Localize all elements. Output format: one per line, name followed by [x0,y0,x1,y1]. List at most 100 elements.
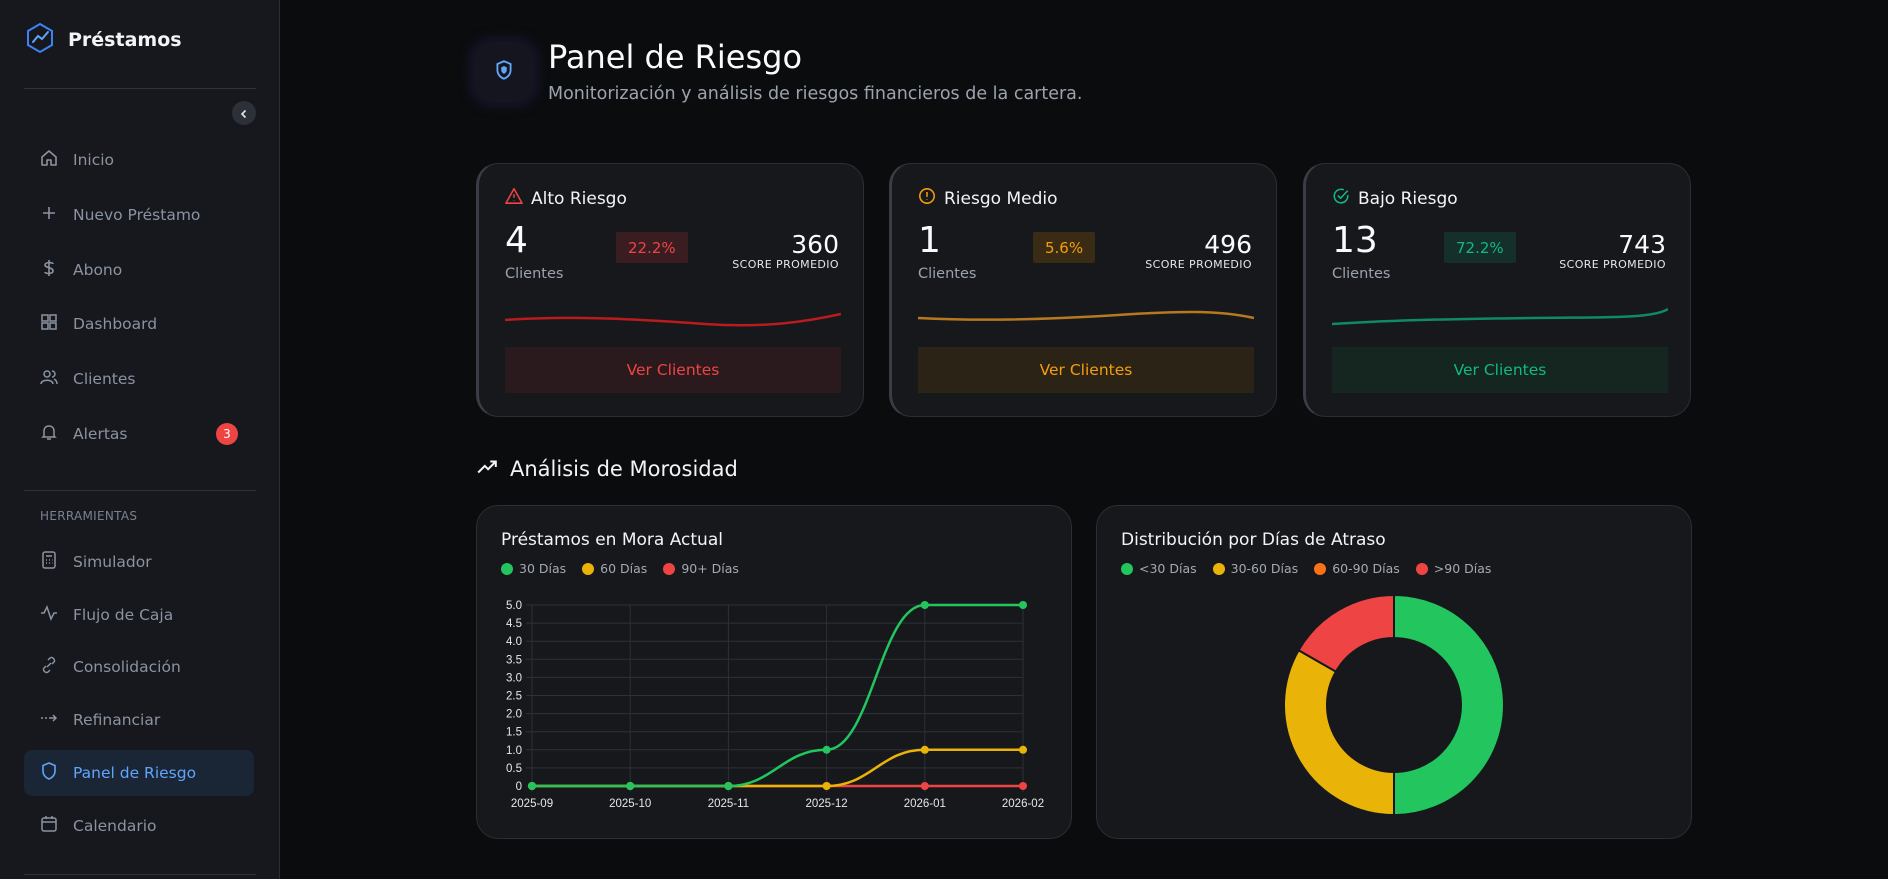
card-title: Riesgo Medio [944,188,1058,209]
donut-slice[interactable] [1283,648,1395,817]
donut-chart [1283,593,1505,817]
sidebar-item-panel-de-riesgo[interactable]: Panel de Riesgo [24,750,254,796]
y-tick-label: 2.0 [506,709,522,721]
sidebar-divider [24,874,256,875]
client-count: 4 [505,220,528,261]
data-point[interactable] [1019,601,1027,609]
line-chart: 5.0 4.5 4.0 3.5 3.0 2.5 2.0 1.5 1.0 0.5 0 2025-09 20… [506,600,1044,810]
data-point[interactable] [920,745,929,754]
legend-item[interactable]: >90 Días [1415,561,1491,576]
average-score: 360 [791,230,839,259]
sparkline [918,310,1254,321]
donut-slice[interactable] [1393,593,1505,817]
sidebar-item-clientes[interactable]: Clientes [24,356,254,402]
sidebar-item-consolidacion[interactable]: Consolidación [24,644,254,690]
view-clients-button[interactable]: Ver Clientes [505,347,841,393]
legend-item[interactable]: <30 Días [1121,561,1197,576]
brand[interactable]: Préstamos [24,22,182,58]
data-point[interactable] [822,745,831,754]
dollar-icon [39,258,59,282]
sidebar-item-label: Clientes [73,370,136,388]
average-score-label: SCORE PROMEDIO [1559,258,1666,271]
legend-item[interactable]: 30 Días [501,561,566,576]
sidebar-item-label: Calendario [73,817,157,835]
sidebar-item-label: Dashboard [73,315,158,333]
page-subtitle: Monitorización y análisis de riesgos fin… [548,84,1083,104]
sidebar-item-nuevo-prestamo[interactable]: Nuevo Préstamo [24,192,254,238]
sidebar-item-dashboard[interactable]: Dashboard [24,301,254,347]
average-score: 743 [1618,230,1666,259]
x-tick-label: 2025-09 [511,798,553,810]
users-icon [39,367,59,391]
card-header: Bajo Riesgo [1332,187,1458,210]
plus-icon [39,203,59,227]
sidebar: Préstamos Inicio Nuevo Préstamo Abono Da… [0,0,280,879]
percent-badge: 22.2% [616,232,688,263]
client-count-label: Clientes [505,266,564,282]
y-tick-label: 0.5 [506,763,522,775]
data-point[interactable] [920,782,929,790]
tools-section-label: HERRAMIENTAS [40,509,138,523]
home-icon [39,148,59,172]
data-point[interactable] [1019,745,1027,754]
x-tick-label: 2025-10 [609,798,651,810]
legend-item[interactable]: 30-60 Días [1212,561,1298,576]
page-title: Panel de Riesgo [548,38,803,76]
sidebar-item-abono[interactable]: Abono [24,247,254,293]
sidebar-item-simulador[interactable]: Simulador [24,539,254,585]
legend-item[interactable]: 90+ Días [663,561,739,576]
alert-circle-icon [918,187,936,210]
client-count-label: Clientes [1332,266,1391,282]
sidebar-item-inicio[interactable]: Inicio [24,137,254,183]
data-point[interactable] [528,782,536,790]
sidebar-item-calendario[interactable]: Calendario [24,803,254,849]
y-tick-label: 3.5 [506,654,522,666]
sidebar-item-refinanciar[interactable]: Refinanciar [24,697,254,743]
sidebar-item-label: Panel de Riesgo [73,764,197,782]
data-point[interactable] [626,782,635,790]
sidebar-divider [24,88,256,89]
y-tick-label: 0 [516,781,522,793]
legend-swatch [663,562,676,575]
alert-count-badge: 3 [216,423,238,445]
sidebar-item-label: Consolidación [73,658,181,676]
view-clients-button[interactable]: Ver Clientes [1332,347,1668,393]
legend-item[interactable]: 60 Días [582,561,647,576]
average-score: 496 [1204,230,1252,259]
calendar-icon [39,814,59,838]
legend-swatch [1314,562,1327,575]
data-point[interactable] [920,601,929,609]
risk-card-medio: Riesgo Medio 1 Clientes 5.6% 496 SCORE P… [889,163,1277,417]
section-header: Análisis de Morosidad [476,456,738,482]
data-point[interactable] [724,782,733,790]
client-count-label: Clientes [918,266,977,282]
sidebar-item-flujo-de-caja[interactable]: Flujo de Caja [24,592,254,638]
sparkline [1332,307,1668,326]
view-clients-button[interactable]: Ver Clientes [918,347,1254,393]
collapse-sidebar-button[interactable] [232,101,256,125]
y-tick-label: 4.5 [506,618,522,630]
grid-icon [39,312,59,336]
x-tick-label: 2025-11 [708,798,749,810]
risk-card-bajo: Bajo Riesgo 13 Clientes 72.2% 743 SCORE … [1303,163,1691,417]
shield-icon [493,59,515,85]
legend-label: 90+ Días [681,561,739,576]
data-point[interactable] [822,782,831,790]
chevron-left-icon [239,104,249,123]
donut-chart-card: Distribución por Días de Atraso <30 Días… [1096,505,1692,839]
percent-badge: 5.6% [1033,232,1096,263]
sidebar-item-label: Inicio [73,151,115,169]
card-title: Bajo Riesgo [1358,188,1458,209]
legend-item[interactable]: 60-90 Días [1314,561,1400,576]
sidebar-divider [24,490,256,491]
data-point[interactable] [1019,782,1027,790]
donut-slice[interactable] [1297,593,1395,673]
sparkline [505,312,841,327]
legend-label: 60 Días [600,561,648,576]
legend-label: 30 Días [519,561,567,576]
grid [526,604,1024,792]
sidebar-item-alertas[interactable]: Alertas 3 [24,411,254,457]
chart-legend: 30 Días 60 Días 90+ Días [501,561,739,576]
header-shield-badge [476,44,532,100]
line-chart-card: Préstamos en Mora Actual 30 Días 60 Días… [476,505,1072,839]
